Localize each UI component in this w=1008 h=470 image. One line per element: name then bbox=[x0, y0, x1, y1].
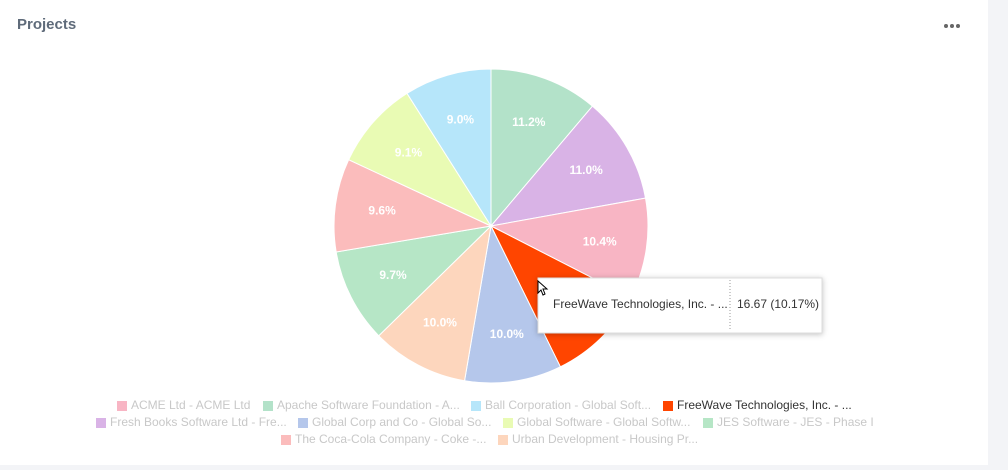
slice-label: 10.0% bbox=[423, 316, 457, 330]
legend-label: Apache Software Foundation - A... bbox=[277, 398, 460, 412]
legend-label: Global Software - Global Softw... bbox=[517, 415, 690, 429]
pie-slice bbox=[335, 225, 493, 337]
legend-label: ACME Ltd - ACME Ltd bbox=[131, 398, 250, 412]
legend-item[interactable]: JES Software - JES - Phase I bbox=[703, 415, 874, 429]
menu-button[interactable] bbox=[944, 24, 960, 28]
legend-label: Global Corp and Co - Global So... bbox=[312, 415, 491, 429]
legend-label: JES Software - JES - Phase I bbox=[717, 415, 874, 429]
tooltip: FreeWave Technologies, Inc. - ... 16.67 … bbox=[537, 277, 823, 334]
slice-label: 9.7% bbox=[379, 268, 407, 282]
pie-slice bbox=[406, 68, 492, 228]
tooltip-value: 16.67 (10.17%) bbox=[737, 297, 819, 311]
pie: 11.2%11.0%10.4%10.2%10.0%10.0%9.7%9.6%9.… bbox=[333, 68, 649, 384]
slice-label: 9.1% bbox=[395, 146, 423, 160]
legend-item[interactable]: Fresh Books Software Ltd - Fre... bbox=[96, 415, 287, 429]
legend-marker bbox=[263, 401, 273, 411]
legend-label: FreeWave Technologies, Inc. - ... bbox=[677, 398, 852, 412]
slice-label: 9.0% bbox=[447, 113, 475, 127]
legend: Apache Software Foundation - A... Fresh B… bbox=[96, 398, 874, 446]
legend-label: The Coca-Cola Company - Coke -... bbox=[295, 432, 486, 446]
legend-label: Urban Development - Housing Pr... bbox=[512, 432, 698, 446]
legend-marker bbox=[298, 418, 308, 428]
legend-item[interactable]: Urban Development - Housing Pr... bbox=[498, 432, 698, 446]
legend-item[interactable]: Global Corp and Co - Global So... bbox=[298, 415, 491, 429]
legend-marker bbox=[663, 401, 673, 411]
pie-slice bbox=[489, 105, 647, 227]
slice-label: 11.0% bbox=[569, 163, 603, 177]
cursor bbox=[537, 279, 549, 296]
legend-marker bbox=[471, 401, 481, 411]
pie-slice bbox=[378, 224, 492, 382]
widget-title: Projects bbox=[17, 16, 76, 33]
legend-marker bbox=[96, 418, 106, 428]
legend-label: Fresh Books Software Ltd - Fre... bbox=[110, 415, 287, 429]
legend-item[interactable]: The Coca-Cola Company - Coke -... bbox=[281, 432, 486, 446]
legend-marker bbox=[503, 418, 513, 428]
pie-slice bbox=[348, 92, 493, 228]
slice-label: 11.2% bbox=[512, 115, 546, 129]
pie-slice bbox=[490, 68, 594, 228]
slice-label: 10.4% bbox=[583, 234, 617, 248]
legend-item[interactable]: ACME Ltd - ACME Ltd bbox=[117, 398, 250, 412]
legend-item[interactable]: Apache Software Foundation - A... bbox=[263, 398, 460, 412]
slice-label: 10.0% bbox=[490, 327, 524, 341]
legend-marker bbox=[498, 435, 508, 445]
legend-label: Ball Corporation - Global Soft... bbox=[485, 398, 651, 412]
legend-marker bbox=[703, 418, 713, 428]
pie-slice bbox=[333, 159, 493, 253]
legend-item[interactable]: Ball Corporation - Global Soft... bbox=[471, 398, 651, 412]
legend-marker bbox=[281, 435, 291, 445]
tooltip-label: FreeWave Technologies, Inc. - ... bbox=[553, 297, 728, 311]
legend-marker bbox=[117, 401, 127, 411]
slice-label: 9.6% bbox=[368, 203, 396, 217]
pie-slice bbox=[463, 224, 562, 384]
legend-item[interactable]: Global Software - Global Softw... bbox=[503, 415, 690, 429]
legend-item[interactable]: FreeWave Technologies, Inc. - ... bbox=[663, 398, 852, 412]
